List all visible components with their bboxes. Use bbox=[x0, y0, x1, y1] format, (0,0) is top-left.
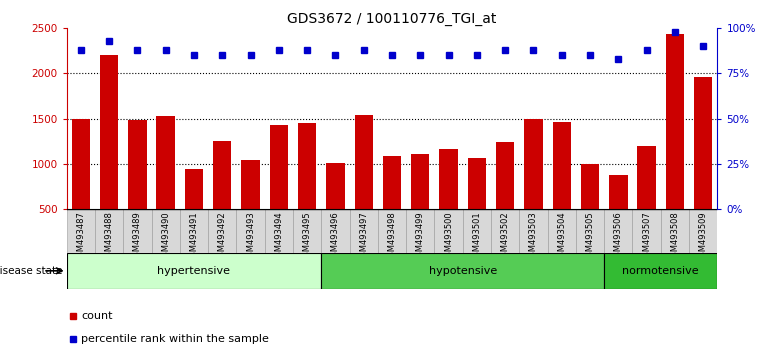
Title: GDS3672 / 100110776_TGI_at: GDS3672 / 100110776_TGI_at bbox=[287, 12, 497, 26]
Text: GSM493496: GSM493496 bbox=[331, 211, 340, 262]
Bar bbox=[439, 149, 458, 209]
Bar bbox=[411, 154, 430, 209]
Text: GSM493492: GSM493492 bbox=[218, 211, 227, 262]
Bar bbox=[434, 209, 463, 253]
Bar bbox=[378, 209, 406, 253]
Bar bbox=[406, 209, 434, 253]
Bar bbox=[123, 209, 151, 253]
Bar bbox=[633, 209, 661, 253]
Bar bbox=[180, 209, 208, 253]
Bar bbox=[71, 120, 90, 209]
Bar bbox=[67, 209, 95, 253]
Bar bbox=[67, 253, 321, 289]
Bar bbox=[383, 156, 401, 209]
Bar bbox=[95, 209, 123, 253]
Bar bbox=[609, 175, 627, 209]
Bar bbox=[321, 209, 350, 253]
Text: GSM493489: GSM493489 bbox=[132, 211, 142, 262]
Bar bbox=[524, 120, 543, 209]
Bar bbox=[350, 209, 378, 253]
Text: GSM493500: GSM493500 bbox=[444, 211, 453, 262]
Text: disease state: disease state bbox=[0, 266, 63, 276]
Text: percentile rank within the sample: percentile rank within the sample bbox=[81, 334, 269, 344]
Text: GSM493506: GSM493506 bbox=[614, 211, 622, 262]
Bar bbox=[100, 56, 118, 209]
Bar bbox=[553, 122, 571, 209]
Bar bbox=[496, 142, 514, 209]
Bar bbox=[491, 209, 519, 253]
Bar bbox=[581, 164, 599, 209]
Text: GSM493487: GSM493487 bbox=[76, 211, 85, 262]
Bar bbox=[463, 209, 491, 253]
Text: GSM493495: GSM493495 bbox=[303, 211, 311, 262]
Bar bbox=[604, 209, 633, 253]
Bar bbox=[519, 209, 547, 253]
Bar bbox=[547, 209, 576, 253]
Bar bbox=[637, 146, 656, 209]
Text: GSM493509: GSM493509 bbox=[699, 211, 708, 262]
Bar bbox=[689, 209, 717, 253]
Bar bbox=[326, 163, 345, 209]
Bar bbox=[185, 169, 203, 209]
Text: GSM493503: GSM493503 bbox=[529, 211, 538, 262]
Bar bbox=[354, 115, 373, 209]
Text: GSM493497: GSM493497 bbox=[359, 211, 368, 262]
Text: GSM493508: GSM493508 bbox=[670, 211, 680, 262]
Bar bbox=[151, 209, 180, 253]
Text: GSM493493: GSM493493 bbox=[246, 211, 255, 262]
Bar bbox=[694, 77, 713, 209]
Bar bbox=[208, 209, 237, 253]
Text: GSM493498: GSM493498 bbox=[387, 211, 397, 262]
Text: GSM493504: GSM493504 bbox=[557, 211, 566, 262]
Bar bbox=[298, 123, 316, 209]
Text: hypertensive: hypertensive bbox=[158, 266, 230, 276]
Bar bbox=[213, 141, 231, 209]
Bar bbox=[604, 253, 717, 289]
Bar bbox=[265, 209, 293, 253]
Bar bbox=[157, 116, 175, 209]
Bar bbox=[241, 160, 260, 209]
Text: normotensive: normotensive bbox=[622, 266, 699, 276]
Bar bbox=[270, 125, 288, 209]
Bar bbox=[666, 34, 684, 209]
Text: hypotensive: hypotensive bbox=[429, 266, 497, 276]
Text: GSM493507: GSM493507 bbox=[642, 211, 652, 262]
Bar bbox=[576, 209, 604, 253]
Text: GSM493494: GSM493494 bbox=[274, 211, 283, 262]
Text: count: count bbox=[81, 311, 112, 321]
Text: GSM493490: GSM493490 bbox=[162, 211, 170, 262]
Text: GSM493502: GSM493502 bbox=[501, 211, 510, 262]
Bar bbox=[321, 253, 604, 289]
Text: GSM493488: GSM493488 bbox=[104, 211, 114, 262]
Text: GSM493499: GSM493499 bbox=[416, 211, 425, 262]
Bar bbox=[661, 209, 689, 253]
Bar bbox=[293, 209, 321, 253]
Bar bbox=[128, 120, 147, 209]
Bar bbox=[468, 158, 486, 209]
Bar bbox=[237, 209, 265, 253]
Text: GSM493505: GSM493505 bbox=[586, 211, 594, 262]
Text: GSM493501: GSM493501 bbox=[473, 211, 481, 262]
Text: GSM493491: GSM493491 bbox=[190, 211, 198, 262]
